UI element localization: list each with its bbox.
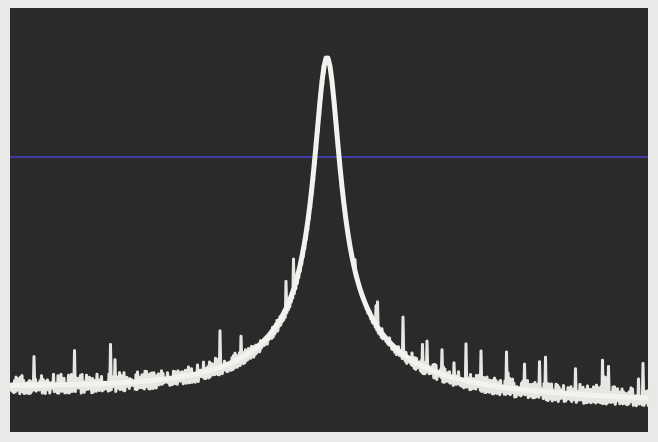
trace-core xyxy=(9,55,649,401)
trace xyxy=(8,55,650,408)
